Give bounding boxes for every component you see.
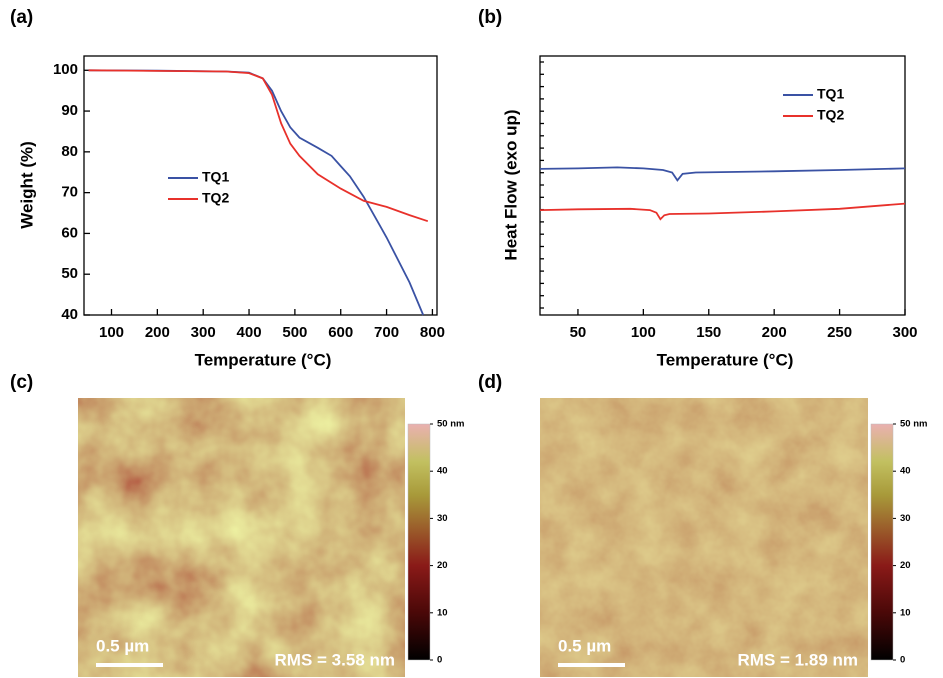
afm-image xyxy=(540,398,868,677)
rms-annotation: RMS = 3.58 nm xyxy=(275,650,395,669)
y-tick-label: 70 xyxy=(61,184,78,201)
y-tick-label: 50 xyxy=(61,265,78,282)
colorbar-tick-label: 50 nm xyxy=(437,419,464,430)
colorbar-tick-label: 50 nm xyxy=(900,419,927,430)
series-line xyxy=(88,69,429,223)
colorbar-tick-label: 0 xyxy=(900,655,905,666)
series-line xyxy=(539,166,906,182)
y-tick-label: 60 xyxy=(61,224,78,241)
scale-bar-label: 0.5 µm xyxy=(558,636,611,655)
x-tick-label: 200 xyxy=(145,324,170,341)
colorbar-tick-label: 30 xyxy=(437,513,448,524)
scale-bar xyxy=(558,663,625,667)
legend-label: TQ1 xyxy=(202,169,229,185)
scale-bar-label: 0.5 µm xyxy=(96,636,149,655)
y-tick-label: 80 xyxy=(61,143,78,160)
afm-image xyxy=(78,398,405,677)
colorbar xyxy=(870,423,894,661)
x-tick-label: 100 xyxy=(631,324,656,341)
colorbar-tick-label: 40 xyxy=(437,466,448,477)
x-tick-label: 200 xyxy=(762,324,787,341)
colorbar-tick-label: 20 xyxy=(437,560,448,571)
colorbar-tick-label: 30 xyxy=(900,513,911,524)
x-tick-label: 50 xyxy=(570,324,587,341)
colorbar-tick-label: 0 xyxy=(437,655,442,666)
colorbar-tick-label: 10 xyxy=(900,607,911,618)
x-tick-label: 250 xyxy=(827,324,852,341)
y-tick-label: 90 xyxy=(61,102,78,119)
colorbar-tick-label: 10 xyxy=(437,607,448,618)
rms-annotation: RMS = 1.89 nm xyxy=(738,650,858,669)
y-tick-label: 100 xyxy=(53,61,78,78)
colorbar-tick-label: 40 xyxy=(900,466,911,477)
x-tick-label: 150 xyxy=(696,324,721,341)
panel-label: (a) xyxy=(10,7,33,28)
x-tick-label: 500 xyxy=(282,324,307,341)
panel-label: (d) xyxy=(478,372,502,393)
y-tick-label: 40 xyxy=(61,306,78,323)
x-axis-label: Temperature (°C) xyxy=(657,350,794,369)
legend-label: TQ2 xyxy=(202,190,229,206)
y-axis-label: Weight (%) xyxy=(17,141,36,229)
colorbar xyxy=(407,423,431,661)
x-tick-label: 300 xyxy=(892,324,917,341)
panel-label: (c) xyxy=(10,372,33,393)
legend-label: TQ1 xyxy=(817,86,844,102)
x-tick-label: 800 xyxy=(420,324,445,341)
scale-bar xyxy=(96,663,163,667)
x-tick-label: 700 xyxy=(374,324,399,341)
x-axis-label: Temperature (°C) xyxy=(195,350,332,369)
y-axis-label: Heat Flow (exo up) xyxy=(501,109,520,260)
series-line xyxy=(539,202,906,221)
x-tick-label: 400 xyxy=(237,324,262,341)
panel-label: (b) xyxy=(478,7,502,28)
x-tick-label: 600 xyxy=(328,324,353,341)
x-tick-label: 300 xyxy=(191,324,216,341)
plot-frame xyxy=(83,55,438,316)
series-line xyxy=(88,69,425,316)
colorbar-tick-label: 20 xyxy=(900,560,911,571)
x-tick-label: 100 xyxy=(99,324,124,341)
legend-label: TQ2 xyxy=(817,107,844,123)
plot-frame xyxy=(539,55,906,316)
